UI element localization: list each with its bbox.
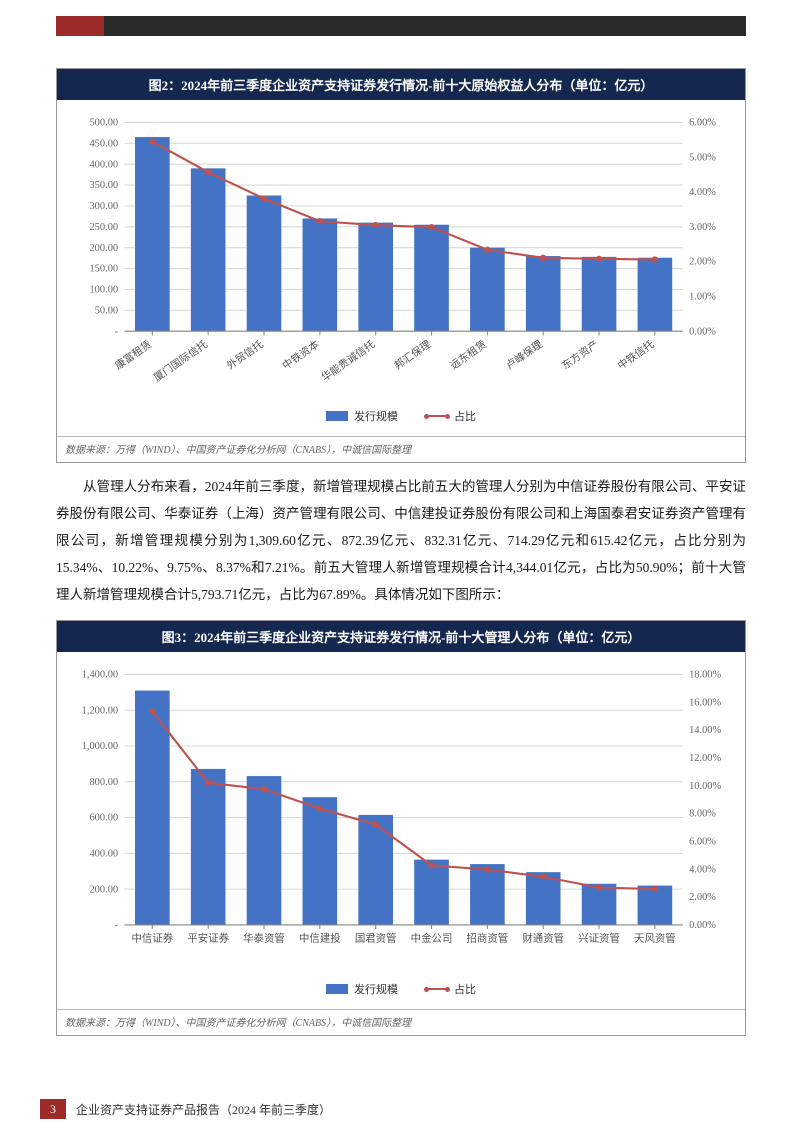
svg-text:350.00: 350.00 <box>89 180 118 191</box>
svg-text:中信建投: 中信建投 <box>299 932 341 945</box>
legend-line-label: 占比 <box>454 981 476 997</box>
legend-bar-swatch <box>326 411 348 421</box>
svg-text:-: - <box>115 326 119 337</box>
header-accent-dark <box>104 16 746 36</box>
svg-text:4.00%: 4.00% <box>689 187 716 198</box>
svg-text:康富租赁: 康富租赁 <box>112 338 154 373</box>
svg-text:250.00: 250.00 <box>89 222 118 233</box>
figure-3: 图3：2024年前三季度企业资产支持证券发行情况-前十大管理人分布（单位：亿元）… <box>56 620 746 1036</box>
figure-3-legend: 发行规模 占比 <box>67 977 735 1005</box>
svg-text:卢峰保理: 卢峰保理 <box>503 337 545 372</box>
svg-text:0.00%: 0.00% <box>689 326 716 337</box>
svg-text:1,400.00: 1,400.00 <box>82 670 118 681</box>
svg-text:200.00: 200.00 <box>89 885 118 896</box>
svg-text:2.00%: 2.00% <box>689 892 716 903</box>
svg-text:18.00%: 18.00% <box>689 670 721 681</box>
svg-text:6.00%: 6.00% <box>689 118 716 129</box>
svg-text:8.00%: 8.00% <box>689 809 716 820</box>
legend-line-item: 占比 <box>426 981 476 997</box>
legend-line-swatch <box>426 415 448 417</box>
svg-text:-: - <box>115 920 119 931</box>
svg-text:16.00%: 16.00% <box>689 698 721 709</box>
figure-3-chart: - 200.00 400.00 600.00 800.00 1,000.00 1,200.0… <box>57 652 745 1009</box>
svg-text:100.00: 100.00 <box>89 285 118 296</box>
legend-bar-swatch <box>326 984 348 994</box>
page-number: 3 <box>40 1099 66 1119</box>
svg-text:厦门国际信托: 厦门国际信托 <box>151 338 210 385</box>
svg-text:中信证券: 中信证券 <box>131 932 173 945</box>
svg-text:50.00: 50.00 <box>95 305 118 316</box>
legend-line-label: 占比 <box>454 408 476 424</box>
svg-text:平安证券: 平安证券 <box>187 932 229 945</box>
figure-2-title: 图2：2024年前三季度企业资产支持证券发行情况-前十大原始权益人分布（单位：亿… <box>57 69 745 100</box>
svg-text:中铁信托: 中铁信托 <box>615 338 657 373</box>
svg-text:1.00%: 1.00% <box>689 292 716 303</box>
legend-line-item: 占比 <box>426 408 476 424</box>
svg-text:600.00: 600.00 <box>89 813 118 824</box>
svg-text:东方资产: 东方资产 <box>559 338 601 373</box>
svg-text:400.00: 400.00 <box>89 159 118 170</box>
legend-bar-label: 发行规模 <box>354 981 398 997</box>
footer-title: 企业资产支持证券产品报告（2024 年前三季度） <box>76 1101 331 1118</box>
svg-text:400.00: 400.00 <box>89 849 118 860</box>
page-footer: 3 企业资产支持证券产品报告（2024 年前三季度） <box>0 1099 746 1119</box>
svg-text:中金公司: 中金公司 <box>411 932 453 945</box>
svg-text:华能贵诚信托: 华能贵诚信托 <box>319 338 378 385</box>
svg-text:300.00: 300.00 <box>89 201 118 212</box>
body-paragraph: 从管理人分布来看，2024年前三季度，新增管理规模占比前五大的管理人分别为中信证… <box>56 473 746 608</box>
svg-text:0.00%: 0.00% <box>689 920 716 931</box>
svg-text:远东租赁: 远东租赁 <box>447 338 489 373</box>
svg-text:中铁资本: 中铁资本 <box>280 337 322 372</box>
svg-text:外贸信托: 外贸信托 <box>224 338 266 373</box>
header-accent-red <box>56 16 104 36</box>
svg-text:150.00: 150.00 <box>89 264 118 275</box>
svg-text:5.00%: 5.00% <box>689 152 716 163</box>
svg-text:800.00: 800.00 <box>89 777 118 788</box>
svg-text:500.00: 500.00 <box>89 118 118 129</box>
svg-text:兴证资管: 兴证资管 <box>578 932 620 945</box>
svg-text:1,000.00: 1,000.00 <box>82 741 118 752</box>
figure-2-legend: 发行规模 占比 <box>67 404 735 432</box>
figure-3-source: 数据来源：万得（WIND）、中国资产证券化分析网（CNABS），中诚信国际整理 <box>57 1009 745 1035</box>
svg-text:财通资管: 财通资管 <box>522 932 564 945</box>
legend-bar-item: 发行规模 <box>326 981 398 997</box>
svg-text:6.00%: 6.00% <box>689 837 716 848</box>
svg-text:450.00: 450.00 <box>89 138 118 149</box>
svg-text:招商资管: 招商资管 <box>467 932 509 945</box>
svg-text:国君资管: 国君资管 <box>355 932 397 945</box>
legend-line-swatch <box>426 988 448 990</box>
svg-text:3.00%: 3.00% <box>689 222 716 233</box>
svg-text:200.00: 200.00 <box>89 243 118 254</box>
svg-text:10.00%: 10.00% <box>689 781 721 792</box>
svg-text:14.00%: 14.00% <box>689 725 721 736</box>
chart-2-svg: - 50.00 100.00 150.00 200.00 250.00 300.00 350.… <box>67 112 735 404</box>
svg-text:天风资管: 天风资管 <box>634 932 676 945</box>
figure-3-title: 图3：2024年前三季度企业资产支持证券发行情况-前十大管理人分布（单位：亿元） <box>57 621 745 652</box>
svg-text:1,200.00: 1,200.00 <box>82 706 118 717</box>
svg-text:邦汇保理: 邦汇保理 <box>392 337 434 372</box>
svg-text:2.00%: 2.00% <box>689 257 716 268</box>
legend-bar-label: 发行规模 <box>354 408 398 424</box>
svg-text:4.00%: 4.00% <box>689 865 716 876</box>
svg-text:华泰资管: 华泰资管 <box>243 932 285 945</box>
figure-2-source: 数据来源：万得（WIND）、中国资产证券化分析网（CNABS），中诚信国际整理 <box>57 436 745 462</box>
svg-text:12.00%: 12.00% <box>689 753 721 764</box>
figure-2-chart: - 50.00 100.00 150.00 200.00 250.00 300.00 350.… <box>57 100 745 436</box>
chart-3-svg: - 200.00 400.00 600.00 800.00 1,000.00 1,200.0… <box>67 664 735 977</box>
figure-2: 图2：2024年前三季度企业资产支持证券发行情况-前十大原始权益人分布（单位：亿… <box>56 68 746 463</box>
legend-bar-item: 发行规模 <box>326 408 398 424</box>
